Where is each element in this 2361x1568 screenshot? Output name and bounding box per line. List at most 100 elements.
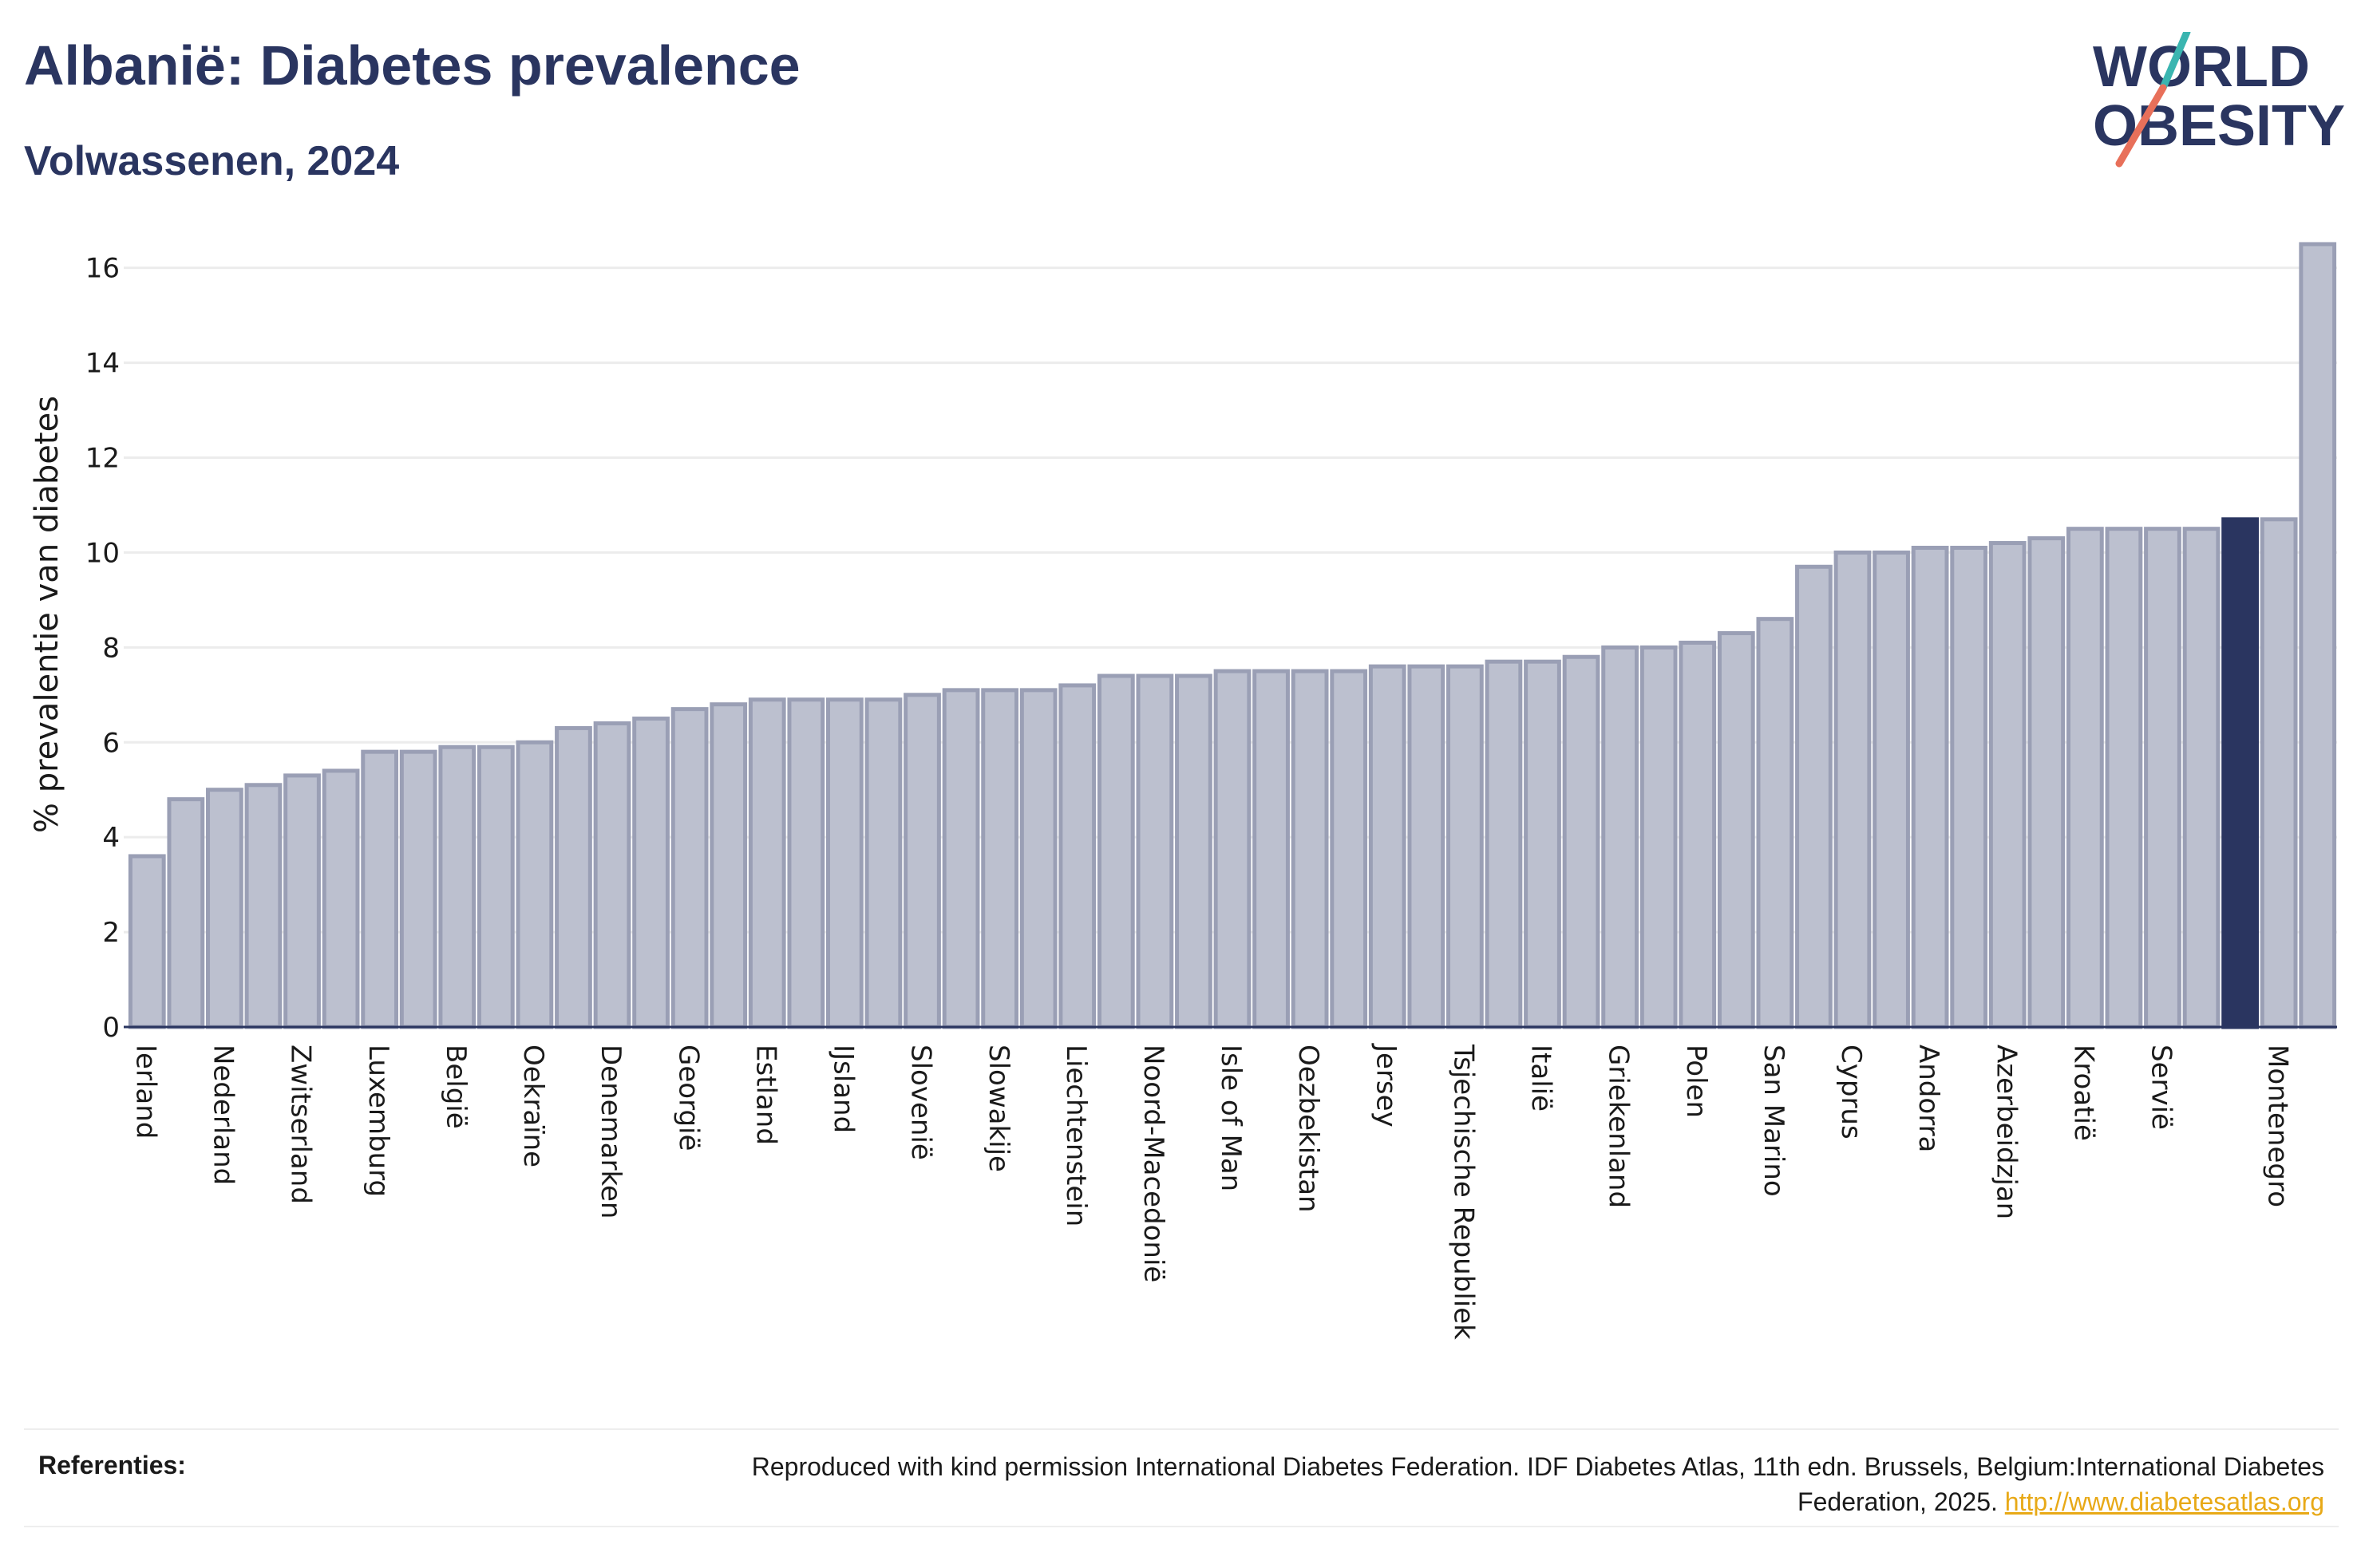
- x-tick-label: Ierland: [129, 1045, 161, 1139]
- bar: [2066, 527, 2104, 1029]
- bar: [244, 783, 283, 1029]
- bar: [1833, 550, 1872, 1029]
- world-obesity-logo: WORLD OBESITY: [2093, 32, 2345, 168]
- bar: [167, 797, 205, 1029]
- bar: [1175, 673, 1212, 1029]
- bar: [555, 725, 592, 1029]
- bar: [632, 717, 670, 1029]
- bar: [1639, 645, 1678, 1029]
- bar: [1562, 654, 1600, 1029]
- logo-line-2: OBESITY: [2093, 94, 2345, 158]
- x-tick-label: Azerbeidzjan: [1990, 1045, 2022, 1219]
- bar: [1679, 640, 1717, 1029]
- y-tick-label: 4: [102, 822, 120, 854]
- x-tick-label: Slowakije: [983, 1045, 1014, 1172]
- x-tick-label: Zwitserland: [285, 1045, 317, 1204]
- y-tick-label: 14: [85, 348, 120, 380]
- bar: [1950, 545, 1988, 1029]
- page-subtitle: Volwassenen, 2024: [24, 138, 400, 184]
- bar: [283, 773, 321, 1029]
- bar: [1988, 541, 2027, 1029]
- footer-divider-bottom: [24, 1526, 2339, 1527]
- references-text: Reproduced with kind permission Internat…: [728, 1449, 2324, 1519]
- bar: [748, 697, 786, 1029]
- bar: [1524, 659, 1561, 1029]
- x-tick-label: IJsland: [828, 1045, 860, 1133]
- y-tick-label: 12: [85, 443, 120, 475]
- y-axis-ticks: 0 2 4 6 8 10 12 14 16: [85, 253, 120, 1044]
- x-tick-label: Griekenland: [1603, 1045, 1635, 1208]
- x-tick-label: Oekraïne: [517, 1045, 549, 1167]
- bar: [826, 697, 864, 1029]
- bar: [1252, 669, 1290, 1029]
- references-citation: Reproduced with kind permission Internat…: [751, 1452, 2324, 1516]
- x-tick-label: Kroatië: [2067, 1045, 2099, 1141]
- x-tick-label: Cyprus: [1835, 1045, 1867, 1139]
- bar: [322, 768, 360, 1029]
- x-tick-label: Montenegro: [2261, 1045, 2293, 1207]
- x-tick-label: Luxemburg: [362, 1045, 394, 1197]
- references-link[interactable]: http://www.diabetesatlas.org: [2004, 1487, 2324, 1516]
- x-tick-label: Liechtenstein: [1060, 1045, 1092, 1226]
- bar: [1445, 664, 1484, 1029]
- bar: [710, 702, 748, 1029]
- bar-layer: [128, 242, 2337, 1029]
- y-tick-label: 10: [85, 537, 120, 569]
- bar: [477, 745, 515, 1029]
- x-tick-label: Nederland: [208, 1045, 239, 1185]
- x-tick-label: België: [440, 1045, 472, 1129]
- y-tick-label: 0: [102, 1012, 120, 1044]
- logo-slash-coral: [2115, 84, 2167, 168]
- x-tick-label: Noord-Macedonië: [1137, 1045, 1169, 1282]
- x-tick-label: Polen: [1680, 1045, 1712, 1118]
- bar: [399, 749, 437, 1029]
- y-tick-label: 2: [102, 917, 120, 949]
- bar: [206, 788, 243, 1029]
- bar: [1717, 631, 1755, 1029]
- bar: [1485, 659, 1523, 1029]
- bar: [942, 688, 980, 1029]
- bar: [864, 697, 903, 1029]
- bar: [1136, 673, 1174, 1029]
- bar: [2299, 242, 2337, 1029]
- y-tick-label: 8: [102, 632, 120, 664]
- bar: [1368, 664, 1406, 1029]
- bar: [128, 854, 166, 1029]
- bar: [1291, 669, 1329, 1029]
- bar: [2221, 517, 2259, 1029]
- bar: [2260, 517, 2298, 1029]
- x-tick-label: Slovenië: [905, 1045, 937, 1160]
- x-tick-label: Isle of Man: [1215, 1045, 1247, 1191]
- references-label: Referenties:: [38, 1451, 186, 1479]
- bar: [593, 721, 631, 1029]
- bar: [1873, 550, 1910, 1029]
- bar: [1407, 664, 1445, 1029]
- x-tick-label: San Marino: [1758, 1045, 1790, 1197]
- bar: [516, 740, 554, 1029]
- bar: [981, 688, 1019, 1029]
- x-tick-label: Denemarken: [595, 1045, 627, 1218]
- x-tick-label: Italië: [1525, 1045, 1557, 1112]
- x-tick-label: Tsjechische Republiek: [1447, 1044, 1479, 1340]
- logo-slash-teal: [2159, 32, 2191, 92]
- x-tick-label: Jersey: [1370, 1043, 1402, 1128]
- x-tick-label: Georgië: [672, 1045, 704, 1151]
- x-tick-label: Estland: [749, 1045, 781, 1145]
- x-tick-label: Andorra: [1912, 1045, 1944, 1152]
- bar: [361, 749, 399, 1029]
- x-tick-label: Servië: [2145, 1045, 2177, 1130]
- x-axis-ticks: Ierland Nederland Zwitserland Luxemburg Belg…: [129, 1043, 2293, 1340]
- bar: [1019, 688, 1058, 1029]
- bar: [438, 745, 477, 1029]
- bar: [2182, 527, 2221, 1029]
- bar: [1756, 617, 1794, 1029]
- bar: [2027, 536, 2066, 1029]
- bar: [1058, 683, 1097, 1029]
- bar: [2105, 527, 2143, 1029]
- page-title: Albanië: Diabetes prevalence: [24, 34, 801, 97]
- bar: [1795, 564, 1833, 1029]
- bar: [2144, 527, 2181, 1029]
- y-axis-label: % prevalentie van diabetes: [29, 396, 65, 833]
- bar: [904, 693, 941, 1029]
- bar-chart: 0 2 4 6 8 10 12 14 16 Ierland Nederland Zwitserlan…: [29, 242, 2337, 1340]
